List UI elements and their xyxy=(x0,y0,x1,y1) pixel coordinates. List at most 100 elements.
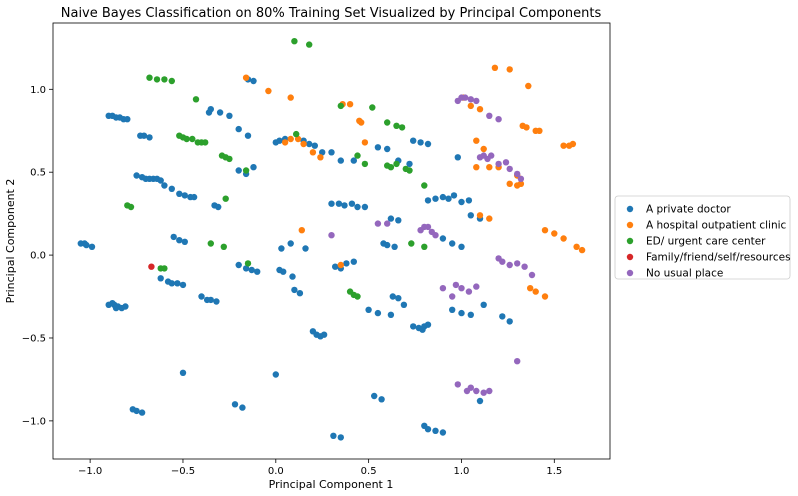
y-tick-label: −0.5 xyxy=(22,333,46,344)
scatter-point xyxy=(391,243,398,250)
scatter-point xyxy=(281,139,289,146)
scatter-point xyxy=(424,197,432,204)
scatter-point xyxy=(465,288,473,295)
scatter-point xyxy=(306,140,313,148)
scatter-point xyxy=(439,235,447,242)
scatter-point xyxy=(242,74,250,81)
scatter-point xyxy=(350,258,357,265)
scatter-point xyxy=(354,152,361,159)
scatter-point xyxy=(495,116,502,123)
scatter-point xyxy=(467,311,474,318)
legend-label: A hospital outpatient clinic xyxy=(646,220,787,232)
scatter-point xyxy=(179,369,187,376)
legend-label: A private doctor xyxy=(646,204,731,216)
y-axis-label: Principal Component 2 xyxy=(4,179,17,304)
scatter-point xyxy=(335,200,343,207)
scatter-point xyxy=(473,97,480,105)
scatter-point xyxy=(176,237,183,244)
legend-label: ED/ urgent care center xyxy=(646,236,766,248)
data-points xyxy=(77,38,586,441)
scatter-point xyxy=(300,140,307,148)
legend-marker xyxy=(626,253,634,261)
scatter-point xyxy=(287,240,294,247)
scatter-point xyxy=(328,149,335,156)
scatter-point xyxy=(183,135,190,143)
scatter-point xyxy=(317,154,324,161)
scatter-point xyxy=(146,134,153,141)
scatter-point xyxy=(406,160,413,168)
scatter-point xyxy=(450,192,458,199)
scatter-point xyxy=(432,232,439,239)
chart-title: Naive Bayes Classification on 80% Traini… xyxy=(61,6,602,21)
scatter-point xyxy=(350,157,357,164)
scatter-point xyxy=(454,154,461,161)
scatter-point xyxy=(541,293,549,300)
scatter-point xyxy=(506,165,513,173)
scatter-point xyxy=(298,227,305,234)
scatter-point xyxy=(170,233,177,241)
scatter-point xyxy=(207,106,214,113)
scatter-point xyxy=(424,426,432,433)
scatter-point xyxy=(244,260,252,267)
scatter-point xyxy=(231,401,239,408)
scatter-point xyxy=(421,182,428,189)
scatter-point xyxy=(291,38,298,45)
scatter-point xyxy=(506,66,513,73)
scatter-point xyxy=(276,137,283,144)
scatter-point xyxy=(354,203,361,211)
scatter-point xyxy=(133,407,140,415)
scatter-point xyxy=(124,116,131,123)
scatter-point xyxy=(384,119,391,126)
legend-box xyxy=(614,195,791,280)
x-tick-label: 1.5 xyxy=(546,466,562,477)
scatter-point xyxy=(525,82,532,90)
scatter-point xyxy=(213,298,220,305)
scatter-point xyxy=(439,429,447,436)
scatter-point xyxy=(400,301,408,308)
scatter-point xyxy=(560,142,567,149)
scatter-point xyxy=(190,193,198,201)
x-tick-label: 1.0 xyxy=(454,466,470,477)
scatter-point xyxy=(578,246,586,254)
scatter-point xyxy=(387,311,395,318)
scatter-point xyxy=(250,77,257,85)
y-tick-label: 1.0 xyxy=(30,85,46,96)
scatter-point xyxy=(486,215,493,222)
scatter-point xyxy=(439,193,447,201)
scatter-point xyxy=(506,180,513,187)
scatter-point xyxy=(140,132,148,139)
scatter-point xyxy=(358,119,365,126)
scatter-point xyxy=(514,260,521,267)
scatter-point xyxy=(406,167,413,174)
scatter-point xyxy=(486,387,493,395)
scatter-point xyxy=(146,74,153,81)
scatter-point xyxy=(541,227,549,234)
scatter-point xyxy=(523,124,530,131)
scatter-point xyxy=(294,135,302,143)
scatter-point xyxy=(337,261,344,269)
scatter-point xyxy=(417,139,424,146)
scatter-point xyxy=(371,392,378,400)
scatter-point xyxy=(410,137,417,144)
scatter-point xyxy=(254,268,261,275)
scatter-point xyxy=(330,432,337,439)
scatter-point xyxy=(499,258,506,265)
scatter-point xyxy=(449,240,456,247)
scatter-point xyxy=(569,140,577,148)
scatter-point xyxy=(560,235,567,242)
scatter-point xyxy=(319,149,326,156)
scatter-point xyxy=(296,290,304,297)
scatter-point xyxy=(473,164,480,171)
y-axis: −1.0 −0.5 0.0 0.5 1.0 xyxy=(22,85,53,427)
scatter-point xyxy=(83,241,90,249)
scatter-point xyxy=(328,200,335,207)
scatter-point xyxy=(181,192,188,199)
scatter-point xyxy=(387,215,395,222)
scatter-point xyxy=(291,286,298,294)
scatter-point xyxy=(499,313,506,320)
scatter-point xyxy=(476,212,484,219)
scatter-point xyxy=(168,185,175,192)
x-axis: −1.0 −0.5 0.0 0.5 1.0 1.5 xyxy=(78,459,562,477)
plot-area xyxy=(52,22,611,460)
scatter-point xyxy=(517,175,525,182)
